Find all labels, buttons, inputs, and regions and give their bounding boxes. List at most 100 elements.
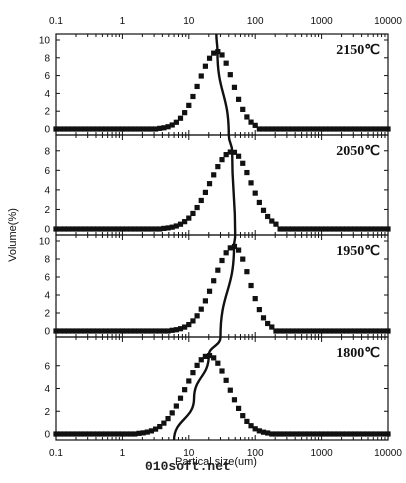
data-point <box>82 126 88 132</box>
data-point <box>223 250 229 256</box>
data-point <box>364 226 370 232</box>
bottom-axis-labels: 0.1 1 10 100 1000 10000 <box>49 448 402 459</box>
data-point <box>352 431 358 437</box>
data-point <box>123 431 130 437</box>
data-point <box>236 247 242 253</box>
data-point <box>372 431 379 437</box>
data-point <box>227 245 233 251</box>
data-point <box>144 126 150 132</box>
data-point <box>161 125 167 131</box>
x-tick-label-top: 10 <box>183 16 195 27</box>
data-point <box>348 431 354 437</box>
data-point <box>82 328 88 334</box>
data-point <box>132 226 138 232</box>
data-point <box>140 126 146 132</box>
data-point <box>368 328 374 334</box>
data-point <box>53 328 59 334</box>
data-point <box>231 84 238 90</box>
data-point <box>360 431 366 437</box>
x-tick-label-bottom: 0.1 <box>49 448 63 459</box>
data-point <box>327 126 333 132</box>
data-point <box>289 431 296 437</box>
data-point <box>381 431 387 437</box>
y-tick-label: 2 <box>44 407 50 418</box>
data-point <box>335 226 341 232</box>
data-point <box>169 224 175 230</box>
data-point <box>65 431 72 437</box>
data-point <box>198 306 204 312</box>
data-point <box>57 431 63 437</box>
data-point <box>372 126 379 132</box>
data-point <box>119 431 125 437</box>
data-point <box>223 152 229 158</box>
panel-1: 0 2 4 6 8 10 2150℃ <box>39 33 391 136</box>
data-point <box>186 102 192 108</box>
data-point <box>323 226 329 232</box>
data-point <box>128 126 134 132</box>
data-point <box>364 126 370 132</box>
data-point <box>78 431 84 437</box>
data-point <box>368 126 374 132</box>
data-point <box>269 218 275 224</box>
data-point <box>103 431 109 437</box>
y-axis-title: Volume(%) <box>7 208 19 262</box>
x-tick-label-bottom: 10000 <box>374 448 402 459</box>
data-point <box>206 55 213 61</box>
data-point <box>339 328 345 334</box>
data-point <box>173 223 179 229</box>
data-point <box>103 328 109 334</box>
data-point <box>364 431 370 437</box>
data-point <box>343 126 350 132</box>
data-point <box>202 63 208 69</box>
data-point <box>132 328 138 334</box>
data-point <box>285 126 291 132</box>
data-point <box>368 226 374 232</box>
data-point <box>198 73 204 79</box>
y-tick-label: 10 <box>39 36 51 47</box>
data-point <box>123 328 130 334</box>
data-point <box>123 126 130 132</box>
data-point <box>165 415 171 422</box>
panels-group: 0 2 4 6 8 10 2150℃ 0 2 4 6 8 2050℃ 0 2 4 6 8 10 1950℃ 0 2 4 6 18… <box>39 33 391 441</box>
data-point <box>119 126 125 132</box>
data-point <box>182 219 188 225</box>
data-point <box>356 226 362 232</box>
data-point <box>103 226 109 232</box>
data-point <box>306 226 312 232</box>
data-point <box>103 126 109 132</box>
data-point <box>385 126 391 132</box>
data-point <box>281 328 287 334</box>
data-point <box>348 328 354 334</box>
data-point <box>294 226 300 232</box>
data-point <box>219 257 225 264</box>
data-point <box>123 226 130 232</box>
data-point <box>219 52 225 58</box>
data-point <box>86 126 92 132</box>
data-point <box>157 328 163 334</box>
data-point <box>206 181 213 187</box>
data-point <box>119 328 125 334</box>
data-point <box>153 226 159 232</box>
data-point <box>161 420 167 426</box>
data-point <box>202 353 208 359</box>
data-point <box>240 106 246 112</box>
watermark: 010soft.net <box>145 459 231 474</box>
data-point <box>57 226 63 232</box>
data-point <box>194 204 200 211</box>
data-point <box>277 328 283 334</box>
x-tick-label-bottom: 1000 <box>310 448 333 459</box>
data-point <box>302 226 308 232</box>
data-point <box>186 378 192 384</box>
data-point <box>372 226 379 232</box>
data-point <box>352 328 358 334</box>
data-point <box>269 324 275 330</box>
data-point <box>331 328 337 334</box>
data-point <box>252 122 258 128</box>
data-point <box>153 126 159 132</box>
data-point <box>86 226 92 232</box>
data-point <box>132 431 138 437</box>
data-point <box>231 149 238 155</box>
x-axis-title: Partical size(um) <box>175 456 257 468</box>
data-point <box>215 360 221 366</box>
data-point <box>90 226 96 232</box>
